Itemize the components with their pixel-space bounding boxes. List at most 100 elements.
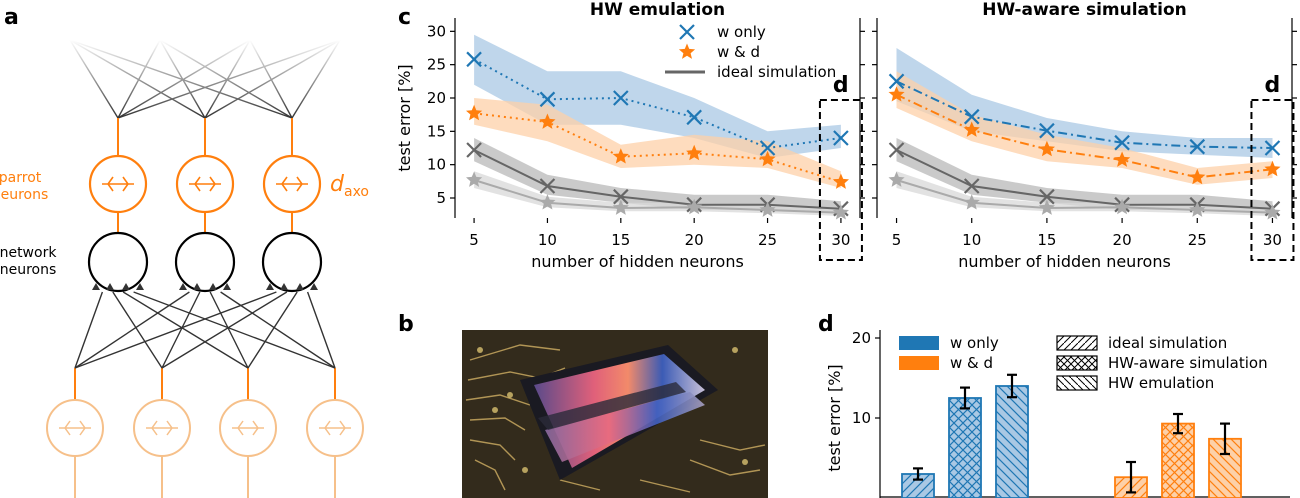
x-tick-label: 20 [685, 231, 704, 249]
arrowhead [223, 283, 231, 290]
chart-title: HW-aware simulation [982, 0, 1187, 20]
confidence-band [474, 98, 841, 188]
x-tick-label: 10 [962, 231, 981, 249]
data-point [466, 104, 483, 121]
input-delay-icon [146, 420, 178, 436]
data-point [963, 178, 980, 194]
x-tick-label: 25 [1188, 231, 1207, 249]
y-axis-label: test error [%] [395, 64, 414, 171]
data-point [1189, 138, 1206, 155]
input-connection [112, 291, 163, 369]
legend-marker-w-daxo [678, 43, 696, 59]
fan-line [69, 39, 206, 119]
series-line [473, 179, 841, 214]
x-tick-label: 5 [469, 231, 479, 249]
arrowhead [136, 283, 144, 290]
data-point [1039, 122, 1055, 139]
fan-in-connections [69, 39, 341, 400]
y-axis-label: test error [%] [825, 364, 844, 471]
y-tick-label: 25 [427, 56, 446, 74]
daxo-label: d [330, 172, 345, 197]
arrowhead [179, 283, 187, 290]
y-tick-label: 30 [427, 22, 446, 40]
data-point [888, 86, 905, 102]
series-line [473, 149, 841, 210]
legend-swatch-hatch [1056, 335, 1098, 351]
series-line [896, 80, 1273, 149]
series-line [896, 179, 1273, 214]
fan-line [159, 39, 293, 119]
arrowhead [122, 283, 130, 290]
delay-icon [276, 176, 308, 192]
series-line [473, 58, 842, 150]
input-connection [306, 291, 336, 369]
legend-label-w-only: w only [717, 23, 766, 41]
panel-letter-b: b [398, 312, 414, 337]
input-delay-icon [232, 420, 264, 436]
series-line [896, 93, 1273, 179]
network-neuron [174, 231, 236, 293]
arrowhead [296, 283, 304, 290]
data-point [539, 91, 556, 108]
data-point [613, 90, 629, 106]
arrowhead [193, 283, 201, 290]
y-tick-label: 20 [427, 89, 446, 107]
chart-hw-emulation: c 5 10 15 20 25 30 5 10 15 20 25 30 HW emulation numb… [395, 0, 865, 271]
highlight-label: d [1264, 73, 1280, 98]
data-point [1114, 151, 1131, 167]
x-tick-label: 30 [1263, 231, 1282, 249]
network-label: network [0, 245, 57, 261]
legend-label-w-daxo: w & d [950, 354, 993, 372]
legend-swatch-hatch [1056, 355, 1098, 371]
network-neuron [261, 231, 323, 293]
chart-hw-aware-simulation: 5 10 15 20 25 30 HW-aware simulation number of … [872, 0, 1297, 271]
data-point [686, 109, 702, 126]
highlight-box [1250, 99, 1295, 261]
fan-line [204, 39, 341, 119]
chart-title: HW emulation [590, 0, 725, 20]
arrowhead [92, 283, 100, 290]
panel-letter-a: a [4, 5, 19, 30]
data-point [466, 171, 483, 187]
fan-line [69, 39, 293, 119]
legend-label-w-daxo: w & d [717, 43, 760, 61]
data-point [759, 150, 776, 167]
confidence-band [896, 138, 1273, 214]
x-axis-label: number of hidden neurons [958, 252, 1171, 271]
series-line [473, 112, 842, 183]
highlight-box [818, 99, 863, 261]
network-neuron [87, 231, 149, 293]
input-connection [220, 291, 336, 369]
fan-line [291, 39, 341, 119]
confidence-band [474, 34, 841, 159]
data-point [1189, 201, 1206, 217]
fan-line [69, 39, 119, 119]
data-point [1114, 134, 1130, 151]
input-connection [74, 291, 277, 369]
fan-line [117, 39, 251, 119]
data-point [686, 144, 703, 161]
delay-icon [189, 176, 221, 192]
arrowhead [266, 283, 274, 290]
bar [1161, 422, 1195, 498]
input-delay-icon [319, 420, 351, 436]
series-line [896, 149, 1273, 210]
fan-line [204, 39, 251, 119]
data-point [832, 204, 849, 220]
x-tick-label: 25 [758, 231, 777, 249]
data-point [612, 199, 629, 215]
y-tick-label: 10 [852, 409, 871, 427]
legend-label-hatch: HW-aware simulation [1108, 354, 1268, 372]
data-point [1114, 198, 1131, 215]
data-point [888, 171, 905, 187]
data-point [1264, 204, 1281, 220]
input-connection [161, 291, 201, 369]
highlight-label: d [833, 73, 849, 98]
input-connection [209, 291, 249, 369]
data-point [539, 113, 556, 129]
bar [995, 385, 1029, 498]
data-point [1264, 160, 1281, 177]
panel-letter-c: c [398, 5, 411, 30]
x-axis-label: number of hidden neurons [531, 252, 744, 271]
